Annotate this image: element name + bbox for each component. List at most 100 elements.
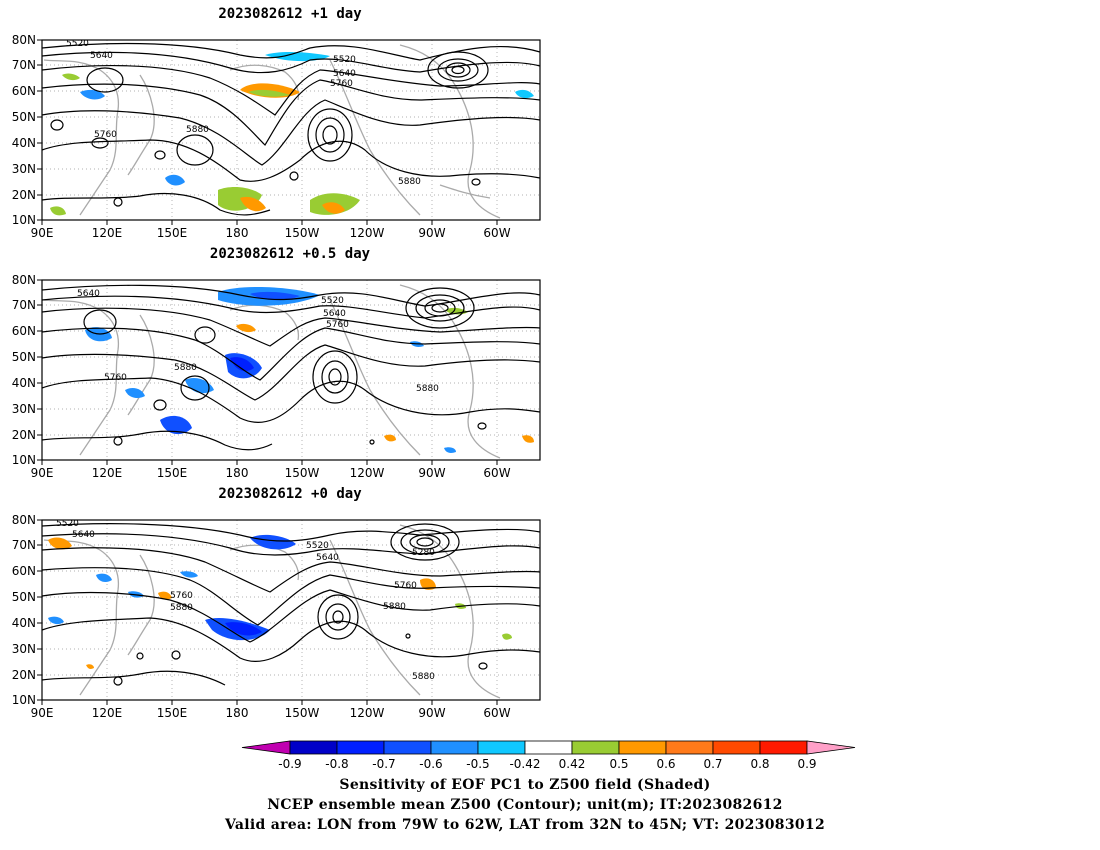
lon-tick: 90E — [30, 226, 54, 240]
map-plot: 5640 5520 5640 5760 5760 5880 5880 — [37, 279, 541, 465]
contour-label: 5520 — [306, 541, 329, 551]
axis-ticks — [37, 519, 498, 705]
lat-tick: 60N — [11, 84, 36, 98]
plot-frame — [41, 39, 541, 221]
contour-label: 5760 — [94, 130, 117, 140]
colorbar-swatch — [759, 740, 808, 755]
colorbar-tick-label: 0.42 — [558, 757, 586, 771]
contour-label: 5880 — [398, 177, 421, 187]
colorbar-swatch — [665, 740, 714, 755]
contour-label: 5880 — [383, 602, 406, 612]
colorbar-tick-label: -0.42 — [509, 757, 541, 771]
lon-tick: 90W — [418, 706, 446, 720]
lon-tick: 180 — [225, 226, 249, 240]
lon-tick: 120E — [91, 706, 123, 720]
lat-tick: 40N — [11, 376, 36, 390]
caption-line-1: Sensitivity of EOF PC1 to Z500 field (Sh… — [339, 777, 711, 793]
contour-label: 5640 — [316, 553, 339, 563]
contour-labels: 5520 5640 5520 5640 5760 5760 5880 5880 — [66, 39, 421, 187]
colorbar-min-arrow — [241, 740, 291, 755]
lon-tick: 150E — [156, 226, 188, 240]
contour-label: 5640 — [90, 51, 113, 61]
sensitivity-shading — [50, 52, 534, 216]
colorbar — [241, 740, 856, 755]
contour-label: 5760 — [104, 373, 127, 383]
lon-tick: 90E — [30, 466, 54, 480]
contour-label: 5520 — [56, 519, 79, 529]
contour-label: 5760 — [330, 79, 353, 89]
lon-tick: 90E — [30, 706, 54, 720]
lat-tick: 10N — [11, 213, 36, 227]
lon-tick: 90W — [418, 226, 446, 240]
lon-tick: 120E — [91, 466, 123, 480]
lon-tick: 150W — [284, 706, 320, 720]
colorbar-tick-label: 0.7 — [703, 757, 723, 771]
caption-line-3: Valid area: LON from 79W to 62W, LAT fro… — [224, 817, 826, 833]
colorbar-max-arrow — [806, 740, 856, 755]
lat-tick: 30N — [11, 162, 36, 176]
colorbar-tick-label: -0.7 — [372, 757, 396, 771]
contour-label: 5520 — [321, 296, 344, 306]
lon-tick: 150E — [156, 466, 188, 480]
lat-tick: 50N — [11, 110, 36, 124]
lat-tick: 80N — [11, 273, 36, 287]
lon-tick: 180 — [225, 466, 249, 480]
lon-tick: 150E — [156, 706, 188, 720]
colorbar-tick-label: -0.8 — [325, 757, 349, 771]
lat-tick: 70N — [11, 538, 36, 552]
z500-contours — [41, 42, 541, 216]
contour-label: 5640 — [333, 69, 356, 79]
lon-tick: 120W — [349, 226, 385, 240]
contour-label: 5880 — [186, 125, 209, 135]
z500-contours — [41, 284, 541, 451]
panel-plus-1-day: 2023082612 +1 day — [0, 0, 1100, 240]
lat-tick: 30N — [11, 402, 36, 416]
colorbar-swatch — [383, 740, 432, 755]
lat-tick: 60N — [11, 324, 36, 338]
colorbar-tick-label: -0.5 — [466, 757, 490, 771]
map-plot: 5520 5640 5520 5640 5760 5760 5880 5880 — [37, 39, 541, 225]
lat-tick: 80N — [11, 513, 36, 527]
colorbar-tick-label: 0.5 — [609, 757, 629, 771]
contour-label: 5760 — [394, 581, 417, 591]
colorbar-tick-label: 0.6 — [656, 757, 676, 771]
lat-tick: 50N — [11, 350, 36, 364]
plot-frame — [41, 519, 541, 701]
z500-contours — [41, 523, 541, 686]
lon-tick: 60W — [483, 706, 511, 720]
colorbar-swatch — [477, 740, 526, 755]
contour-label: 5640 — [72, 530, 95, 540]
panel-title: 2023082612 +1 day — [218, 6, 362, 22]
lat-tick: 50N — [11, 590, 36, 604]
colorbar-tick-label: 0.9 — [797, 757, 817, 771]
lat-tick: 10N — [11, 453, 36, 467]
lat-tick: 20N — [11, 188, 36, 202]
lat-tick: 70N — [11, 58, 36, 72]
contour-label: 5760 — [326, 320, 349, 330]
lon-tick: 90W — [418, 466, 446, 480]
lat-tick: 80N — [11, 33, 36, 47]
colorbar-swatch — [430, 740, 479, 755]
contour-label: 5520 — [333, 55, 356, 65]
panel-plus-0-day: 2023082612 +0 day — [0, 480, 1100, 720]
colorbar-swatch — [712, 740, 761, 755]
contour-label: 5280 — [412, 548, 435, 558]
colorbar-tick-label: -0.6 — [419, 757, 443, 771]
contour-label: 5880 — [412, 672, 435, 682]
colorbar-tick-label: -0.9 — [278, 757, 302, 771]
colorbar-swatch — [336, 740, 385, 755]
map-plot: 5520 5640 5520 5640 5280 5760 5760 5880 … — [37, 519, 541, 705]
contour-label: 5880 — [170, 603, 193, 613]
axis-ticks — [37, 279, 498, 465]
lon-tick: 120W — [349, 466, 385, 480]
caption-line-2: NCEP ensemble mean Z500 (Contour); unit(… — [267, 797, 783, 813]
contour-label: 5640 — [323, 309, 346, 319]
contour-labels: 5520 5640 5520 5640 5280 5760 5760 5880 … — [56, 519, 435, 682]
contour-label: 5640 — [77, 289, 100, 299]
panel-plus-half-day: 2023082612 +0.5 day — [0, 240, 1100, 480]
lat-tick: 70N — [11, 298, 36, 312]
lat-tick: 60N — [11, 564, 36, 578]
lat-tick: 10N — [11, 693, 36, 707]
colorbar-swatch — [618, 740, 667, 755]
lon-tick: 150W — [284, 466, 320, 480]
